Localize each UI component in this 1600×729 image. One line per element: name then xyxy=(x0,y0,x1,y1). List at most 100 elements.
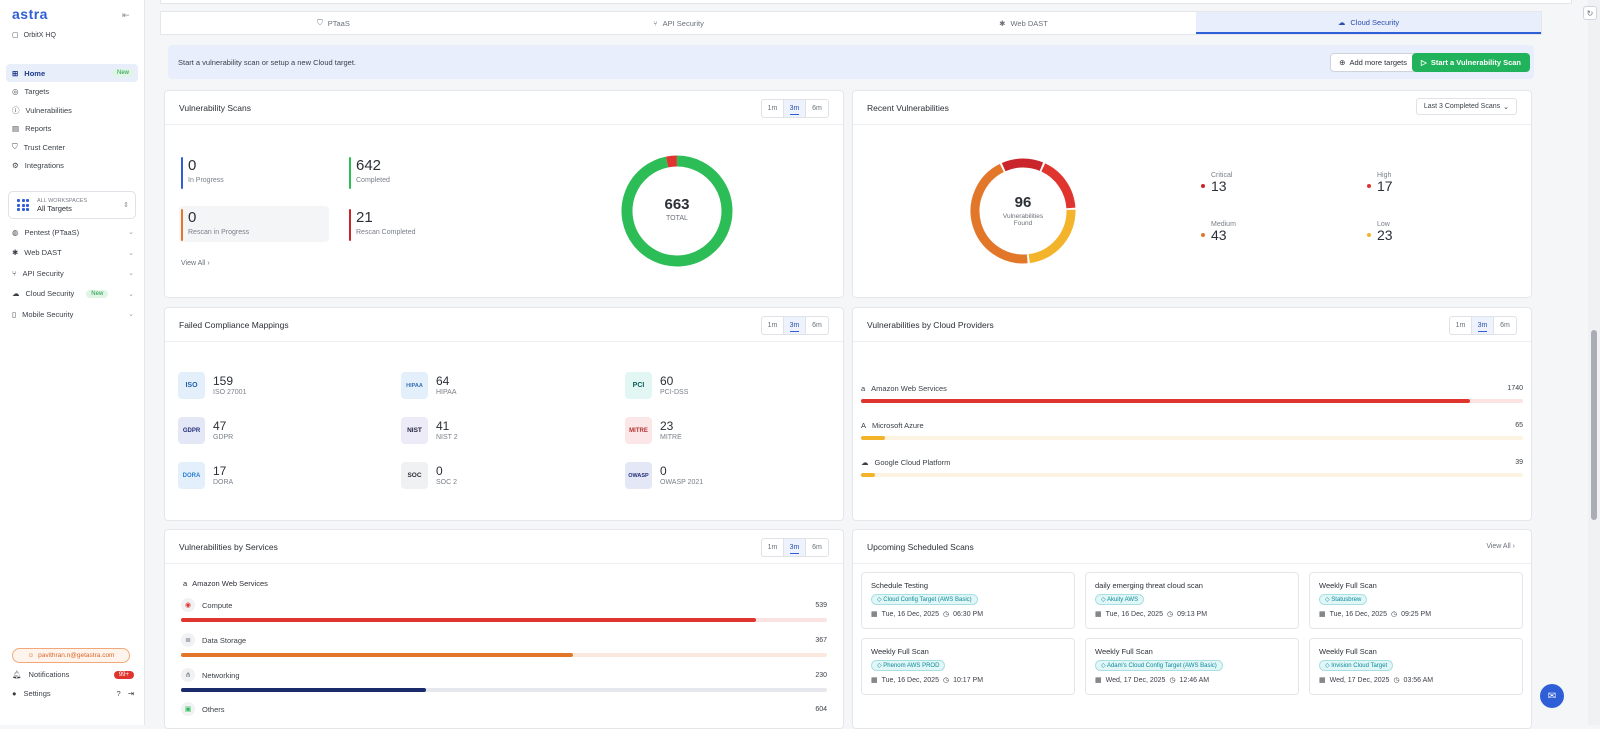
severity-medium[interactable]: Medium 43 xyxy=(1201,221,1236,242)
target-tag[interactable]: ◇ Adam's Cloud Config Target (AWS Basic) xyxy=(1095,660,1223,671)
range-6m[interactable]: 6m xyxy=(812,544,822,551)
provider-value: 65 xyxy=(1515,422,1523,429)
severity-value: 13 xyxy=(1211,178,1227,194)
notifications-item[interactable]: 🔔︎ Notifications 99+ xyxy=(12,670,134,679)
nav-api-security[interactable]: ⑂ API Security ⌄ xyxy=(6,263,138,284)
account-email[interactable]: ☺ pavithran.n@getastra.com xyxy=(12,648,130,663)
workspace-selector[interactable]: ALL WORKSPACES All Targets ⇕ xyxy=(8,191,136,219)
target-tag[interactable]: ◇ Invision Cloud Target xyxy=(1319,660,1394,671)
range-1m[interactable]: 1m xyxy=(1450,317,1472,334)
severity-label: Low xyxy=(1377,221,1390,228)
view-all-link[interactable]: View All › xyxy=(181,260,210,267)
scheduled-scan[interactable]: Weekly Full Scan ◇ Phenom AWS PROD ▦ Tue, 1… xyxy=(861,638,1075,695)
view-all-scans-link[interactable]: View All › xyxy=(1486,543,1515,550)
tab-web-dast[interactable]: ✱ Web DAST xyxy=(851,12,1196,34)
severity-arc-critical xyxy=(1001,158,1044,172)
tab-ptaas[interactable]: ⛉ PTaaS xyxy=(161,12,506,34)
stat-in-progress[interactable]: 0 In Progress xyxy=(181,157,224,189)
nav-integrations[interactable]: ⚙ Integrations xyxy=(6,157,138,175)
nav-mobile-security[interactable]: ▯ Mobile Security ⌄ xyxy=(6,304,138,325)
refresh-icon[interactable]: ↻ xyxy=(1583,6,1597,20)
compliance-owasp[interactable]: OWASP 0 OWASP 2021 xyxy=(625,462,703,489)
nav-home[interactable]: ⊞ Home New xyxy=(6,64,138,82)
stat-completed[interactable]: 642 Completed xyxy=(349,157,390,189)
scheduled-scan[interactable]: daily emerging threat cloud scan ◇ Akuity… xyxy=(1085,572,1299,629)
compliance-soc2[interactable]: SOC 0 SOC 2 xyxy=(401,462,457,489)
service-networking[interactable]: ⋔ Networking 230 xyxy=(181,668,827,692)
range-3m[interactable]: 3m xyxy=(1472,317,1494,334)
collapse-sidebar-icon[interactable]: ⇤ xyxy=(122,10,130,20)
nav-reports[interactable]: ▤ Reports xyxy=(6,120,138,138)
scheduled-scan[interactable]: Weekly Full Scan ◇ Adam's Cloud Config Ta… xyxy=(1085,638,1299,695)
scan-time: 12:46 AM xyxy=(1179,676,1210,684)
scrollbar[interactable] xyxy=(1588,0,1600,725)
service-compute[interactable]: ◉ Compute 539 xyxy=(181,598,827,622)
range-6m[interactable]: 6m xyxy=(812,105,822,112)
severity-high[interactable]: High 17 xyxy=(1367,172,1393,193)
nav-pentest[interactable]: ◍ Pentest (PTaaS) ⌄ xyxy=(6,222,138,243)
severity-label: High xyxy=(1377,172,1392,179)
range-3m[interactable]: 3m xyxy=(784,100,806,117)
range-6m[interactable]: 6m xyxy=(812,322,822,329)
service-data-storage[interactable]: ≣ Data Storage 367 xyxy=(181,633,827,657)
severity-value: 17 xyxy=(1377,178,1393,194)
range-1m[interactable]: 1m xyxy=(762,539,784,556)
nav-web-dast[interactable]: ✱ Web DAST ⌄ xyxy=(6,243,138,264)
settings-item[interactable]: ● Settings? ⇥ xyxy=(12,689,134,698)
severity-critical[interactable]: Critical 13 xyxy=(1201,172,1232,193)
add-targets-button[interactable]: ⊕ Add more targets xyxy=(1330,53,1416,72)
compliance-pci-dss[interactable]: PCI 60 PCI-DSS xyxy=(625,372,688,399)
scan-name: Schedule Testing xyxy=(871,581,928,590)
scheduled-scan[interactable]: Weekly Full Scan ◇ Statusbrew ▦ Tue, 16 Dec… xyxy=(1309,572,1523,629)
target-tag[interactable]: ◇ Cloud Config Target (AWS Basic) xyxy=(871,594,978,605)
compliance-label: HIPAA xyxy=(436,389,457,396)
provider-azure[interactable]: A Microsoft Azure 65 xyxy=(861,421,1523,440)
severity-low[interactable]: Low 23 xyxy=(1367,221,1393,242)
provider-label: Amazon Web Services xyxy=(192,579,268,588)
stat-value: 21 xyxy=(356,209,373,226)
chat-icon[interactable]: ✉ xyxy=(1540,684,1564,708)
severity-dot xyxy=(1367,184,1371,188)
service-others[interactable]: ▣ Others 604 xyxy=(181,702,827,716)
calendar-icon: ▦ xyxy=(1095,677,1102,684)
compliance-dora[interactable]: DORA 17 DORA xyxy=(178,462,233,489)
api-icon: ⑂ xyxy=(653,18,658,28)
compliance-mitre[interactable]: MITRE 23 MITRE xyxy=(625,417,682,444)
org-switcher[interactable]: ▢ OrbitX HQ xyxy=(12,31,56,40)
stat-rescan-completed[interactable]: 21 Rescan Completed xyxy=(349,209,416,241)
nav-trust-center[interactable]: ⛉ Trust Center xyxy=(6,138,138,156)
range-6m[interactable]: 6m xyxy=(1500,322,1510,329)
calendar-icon: ▦ xyxy=(1319,677,1326,684)
nav-targets[interactable]: ◎ Targets xyxy=(6,83,138,101)
target-tag[interactable]: ◇ Statusbrew xyxy=(1319,594,1368,605)
provider-aws[interactable]: a Amazon Web Services 1740 xyxy=(861,384,1523,403)
astra-logo[interactable]: astra xyxy=(12,6,48,22)
tab-api-security[interactable]: ⑂ API Security xyxy=(506,12,851,34)
target-tag[interactable]: ◇ Phenom AWS PROD xyxy=(871,660,946,671)
scheduled-scan[interactable]: Schedule Testing ◇ Cloud Config Target (A… xyxy=(861,572,1075,629)
nav-cloud-security[interactable]: ☁ Cloud Security New ⌄ xyxy=(6,284,138,305)
range-3m[interactable]: 3m xyxy=(784,539,806,556)
scan-range-dropdown[interactable]: Last 3 Completed Scans ⌄ xyxy=(1415,98,1517,115)
stat-rescan-in-progress[interactable]: 0 Rescan in Progress xyxy=(181,209,249,241)
logout-icon[interactable]: ⇥ xyxy=(127,689,134,698)
tab-cloud-security[interactable]: ☁ Cloud Security xyxy=(1196,12,1541,34)
service-bar-fill xyxy=(181,653,574,657)
start-scan-button[interactable]: ▷ Start a Vulnerability Scan xyxy=(1412,53,1530,72)
nav-vulnerabilities[interactable]: ⓘ Vulnerabilities xyxy=(6,101,138,119)
range-1m[interactable]: 1m xyxy=(762,317,784,334)
compliance-hipaa[interactable]: HIPAA 64 HIPAA xyxy=(401,372,457,399)
compliance-nist2[interactable]: NIST 41 NIST 2 xyxy=(401,417,458,444)
compliance-gdpr[interactable]: GDPR 47 GDPR xyxy=(178,417,233,444)
scan-name: Weekly Full Scan xyxy=(871,647,929,656)
range-3m[interactable]: 3m xyxy=(784,317,806,334)
scrollbar-thumb[interactable] xyxy=(1591,330,1597,520)
provider-gcp[interactable]: ☁ Google Cloud Platform 39 xyxy=(861,458,1523,477)
clock-icon: ◷ xyxy=(1169,677,1176,684)
compliance-iso27001[interactable]: ISO 159 ISO 27001 xyxy=(178,372,246,399)
target-tag[interactable]: ◇ Akuity AWS xyxy=(1095,594,1145,605)
scheduled-scan[interactable]: Weekly Full Scan ◇ Invision Cloud Target ▦… xyxy=(1309,638,1523,695)
nav-label: Integrations xyxy=(24,161,64,171)
help-icon[interactable]: ? xyxy=(116,689,121,698)
range-1m[interactable]: 1m xyxy=(762,100,784,117)
